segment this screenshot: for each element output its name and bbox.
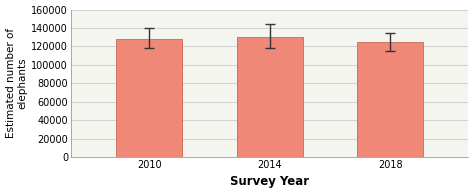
Bar xyxy=(357,42,423,157)
Y-axis label: Estimated number of
elephants: Estimated number of elephants xyxy=(6,28,27,138)
X-axis label: Survey Year: Survey Year xyxy=(230,175,309,188)
Bar xyxy=(116,39,182,157)
Bar xyxy=(237,37,303,157)
